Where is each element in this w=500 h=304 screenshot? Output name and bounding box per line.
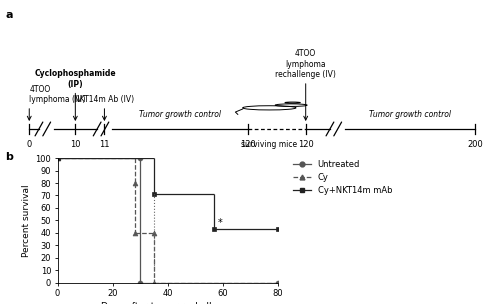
Text: 4TOO
lymphoma
rechallenge (IV): 4TOO lymphoma rechallenge (IV) xyxy=(276,49,336,79)
Text: NKT14m Ab (IV): NKT14m Ab (IV) xyxy=(74,95,134,104)
Text: Tumor growth control: Tumor growth control xyxy=(369,110,451,119)
X-axis label: Days after tumor rechallenge: Days after tumor rechallenge xyxy=(101,302,234,304)
Text: 120: 120 xyxy=(298,140,314,149)
Y-axis label: Percent survival: Percent survival xyxy=(22,184,32,257)
Legend: Untreated, Cy, Cy+NKT14m mAb: Untreated, Cy, Cy+NKT14m mAb xyxy=(292,160,392,195)
Text: Tumor growth control: Tumor growth control xyxy=(138,110,220,119)
Text: 200: 200 xyxy=(468,140,483,149)
Text: 11: 11 xyxy=(99,140,110,149)
Text: 120: 120 xyxy=(240,140,256,149)
Text: 4TOO
lymphoma (IV): 4TOO lymphoma (IV) xyxy=(29,85,86,104)
Text: b: b xyxy=(5,152,13,162)
Text: surviving mice: surviving mice xyxy=(242,140,298,149)
Text: 10: 10 xyxy=(70,140,80,149)
Text: a: a xyxy=(5,10,12,20)
Text: 0: 0 xyxy=(26,140,32,149)
Text: Cyclophosphamide
(IP): Cyclophosphamide (IP) xyxy=(34,69,116,89)
Text: *: * xyxy=(218,218,222,228)
